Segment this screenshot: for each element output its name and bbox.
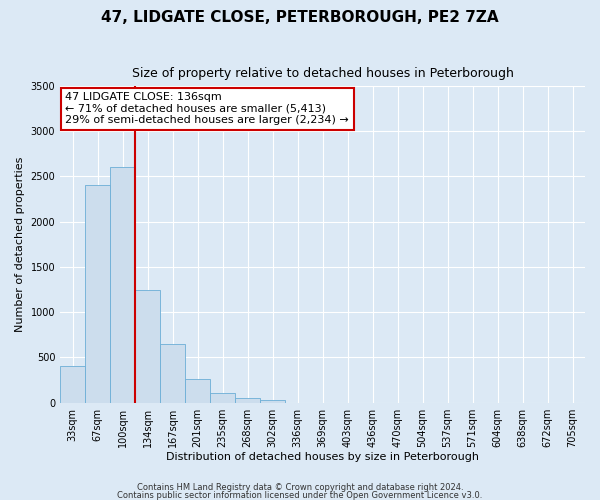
Text: Contains public sector information licensed under the Open Government Licence v3: Contains public sector information licen… bbox=[118, 490, 482, 500]
Bar bbox=[160, 344, 185, 403]
Bar bbox=[135, 290, 160, 403]
Bar bbox=[85, 186, 110, 402]
Title: Size of property relative to detached houses in Peterborough: Size of property relative to detached ho… bbox=[131, 68, 514, 80]
Y-axis label: Number of detached properties: Number of detached properties bbox=[15, 156, 25, 332]
Bar bbox=[110, 168, 135, 402]
Bar bbox=[60, 366, 85, 402]
Text: 47 LIDGATE CLOSE: 136sqm
← 71% of detached houses are smaller (5,413)
29% of sem: 47 LIDGATE CLOSE: 136sqm ← 71% of detach… bbox=[65, 92, 349, 126]
Bar bbox=[210, 392, 235, 402]
Bar bbox=[235, 398, 260, 402]
Bar bbox=[185, 379, 210, 402]
X-axis label: Distribution of detached houses by size in Peterborough: Distribution of detached houses by size … bbox=[166, 452, 479, 462]
Text: 47, LIDGATE CLOSE, PETERBOROUGH, PE2 7ZA: 47, LIDGATE CLOSE, PETERBOROUGH, PE2 7ZA bbox=[101, 10, 499, 25]
Bar bbox=[260, 400, 285, 402]
Text: Contains HM Land Registry data © Crown copyright and database right 2024.: Contains HM Land Registry data © Crown c… bbox=[137, 484, 463, 492]
